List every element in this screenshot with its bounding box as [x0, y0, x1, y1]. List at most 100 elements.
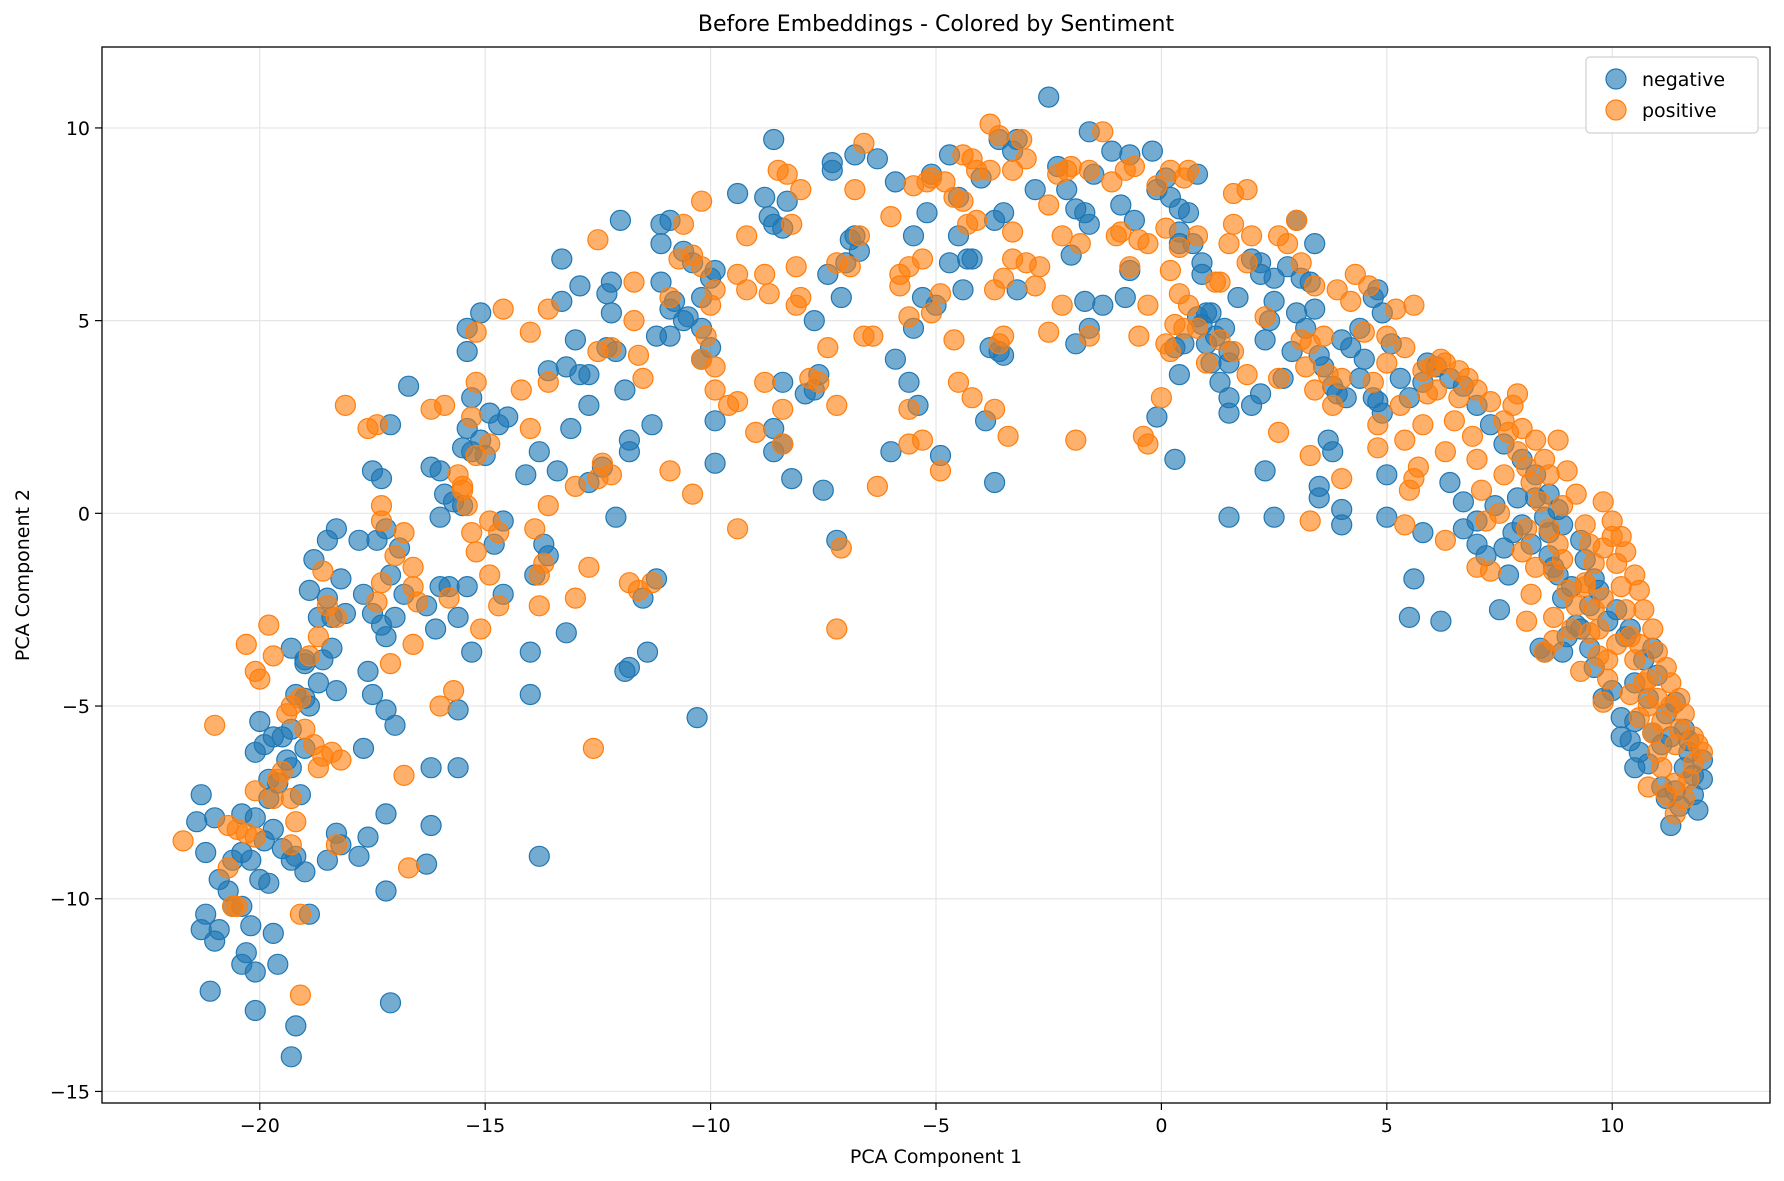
positive-point	[862, 325, 884, 347]
negative-point	[429, 506, 451, 528]
positive-point	[285, 811, 307, 833]
negative-point	[1074, 202, 1096, 224]
negative-point	[1687, 799, 1709, 821]
positive-point	[402, 633, 424, 656]
positive-point	[641, 572, 663, 594]
negative-point	[258, 872, 280, 894]
positive-point	[736, 279, 758, 301]
positive-point	[204, 714, 226, 736]
positive-point	[1542, 606, 1565, 629]
negative-point	[551, 248, 573, 270]
positive-point	[1029, 256, 1051, 278]
positive-point	[623, 310, 645, 332]
negative-point	[618, 429, 641, 451]
negative-point	[1218, 402, 1240, 424]
negative-point	[564, 329, 587, 351]
positive-point	[988, 125, 1010, 147]
negative-point	[375, 803, 397, 825]
positive-point	[1592, 691, 1614, 713]
positive-point	[244, 780, 266, 802]
negative-point	[992, 202, 1015, 224]
positive-point	[1560, 618, 1583, 640]
negative-point	[605, 506, 627, 528]
positive-point	[808, 371, 830, 393]
positive-point	[429, 695, 451, 717]
negative-point	[1168, 364, 1191, 386]
negative-point	[1101, 140, 1123, 162]
positive-point	[1038, 194, 1060, 216]
positive-point	[280, 834, 302, 856]
positive-point	[312, 560, 334, 582]
positive-point	[244, 826, 266, 848]
negative-point	[546, 460, 568, 482]
positive-point	[1001, 159, 1024, 181]
positive-point	[790, 179, 812, 201]
negative-point	[325, 679, 347, 702]
negative-point	[528, 441, 550, 463]
chart-title: Before Embeddings - Colored by Sentiment	[698, 12, 1175, 37]
positive-point	[1493, 464, 1515, 486]
y-tick-label: −15	[50, 1081, 90, 1103]
positive-point	[1078, 325, 1100, 347]
negative-point	[231, 841, 253, 864]
positive-point	[393, 521, 415, 544]
negative-point	[528, 845, 550, 867]
positive-point	[979, 159, 1001, 181]
negative-point	[961, 248, 983, 270]
positive-point	[1538, 464, 1560, 486]
negative-point	[672, 310, 695, 332]
positive-point	[659, 286, 681, 309]
negative-point	[244, 999, 266, 1022]
positive-point	[1511, 417, 1533, 440]
negative-point	[285, 1015, 307, 1037]
negative-point	[704, 452, 726, 474]
y-tick-label: 5	[78, 311, 90, 333]
negative-point	[375, 880, 397, 902]
positive-point	[1628, 706, 1650, 729]
positive-point	[519, 417, 541, 440]
legend-label-positive: positive	[1642, 100, 1717, 122]
positive-point	[920, 302, 943, 324]
positive-point	[1529, 491, 1551, 513]
positive-point	[1065, 429, 1087, 451]
positive-point	[488, 521, 510, 544]
negative-point	[447, 699, 469, 721]
positive-point	[384, 545, 406, 567]
positive-point	[1515, 610, 1538, 632]
negative-point	[1439, 471, 1461, 494]
positive-point	[1628, 633, 1650, 656]
positive-point	[1254, 306, 1276, 328]
positive-point	[1304, 275, 1326, 297]
negative-point	[1249, 383, 1272, 405]
positive-point	[1105, 225, 1127, 247]
positive-point	[537, 298, 559, 320]
x-tick-label: −15	[465, 1115, 505, 1137]
negative-point	[614, 660, 636, 683]
negative-point	[1218, 506, 1240, 528]
positive-point	[1633, 599, 1655, 621]
positive-point	[235, 633, 257, 656]
positive-point	[1367, 414, 1389, 436]
positive-point	[465, 321, 487, 343]
positive-point	[745, 421, 767, 443]
negative-point	[830, 286, 852, 309]
positive-point	[1524, 556, 1547, 578]
positive-point	[1209, 329, 1231, 351]
negative-point	[1092, 294, 1114, 316]
positive-point	[1551, 548, 1574, 571]
negative-point	[1376, 506, 1398, 528]
positive-point	[1177, 159, 1200, 181]
positive-point	[1340, 290, 1362, 312]
negative-point	[519, 641, 541, 663]
positive-point	[1015, 148, 1037, 170]
negative-point	[641, 414, 663, 436]
negative-point	[1164, 448, 1186, 470]
negative-point	[578, 394, 600, 416]
negative-point	[1308, 475, 1330, 497]
positive-point	[772, 433, 794, 455]
negative-point	[1024, 179, 1046, 201]
positive-point	[1240, 225, 1263, 247]
positive-point	[1299, 444, 1321, 467]
negative-point	[636, 641, 659, 663]
negative-point	[609, 209, 632, 231]
